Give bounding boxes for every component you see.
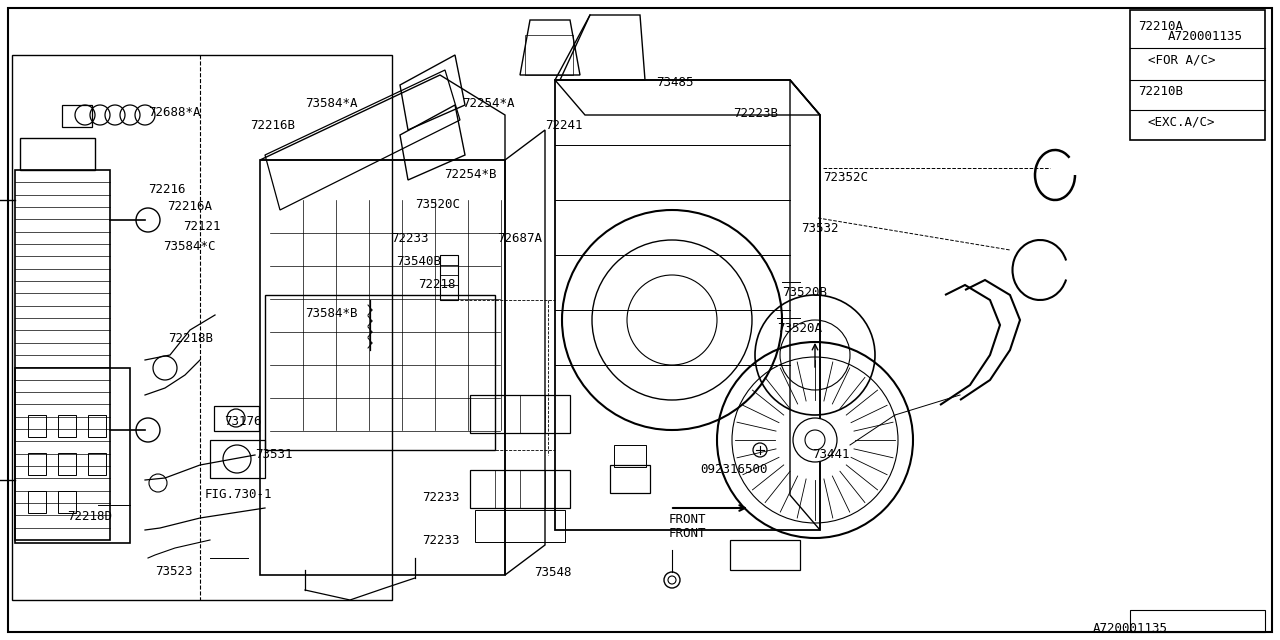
Text: 72233: 72233 [422, 491, 460, 504]
Text: 73176: 73176 [224, 415, 261, 428]
Text: 73540B: 73540B [396, 255, 442, 268]
Text: 72121: 72121 [183, 220, 220, 233]
Bar [470, 470, 570, 508]
Text: 73584*B: 73584*B [305, 307, 357, 320]
Text: 73584*A: 73584*A [305, 97, 357, 110]
Bar [28, 453, 46, 475]
Text: 72210A: 72210A [1138, 20, 1183, 33]
Bar [58, 415, 76, 437]
Bar [28, 491, 46, 513]
Bar [470, 395, 570, 433]
Text: 72688*A: 72688*A [148, 106, 201, 119]
Text: <FOR A/C>: <FOR A/C> [1148, 53, 1216, 66]
Bar [614, 445, 646, 467]
Text: 72233: 72233 [422, 534, 460, 547]
Bar [475, 510, 564, 542]
Text: 72254*B: 72254*B [444, 168, 497, 181]
Text: A720001135: A720001135 [1169, 30, 1243, 43]
Bar [15, 368, 131, 543]
Text: 73520A: 73520A [777, 322, 822, 335]
Text: 72352C: 72352C [823, 171, 868, 184]
Bar [265, 295, 495, 450]
Text: 72233: 72233 [390, 232, 429, 245]
Text: 72216: 72216 [148, 183, 186, 196]
Bar [58, 453, 76, 475]
Text: 092316500: 092316500 [700, 463, 768, 476]
Circle shape [805, 430, 826, 450]
Text: 72218: 72218 [419, 278, 456, 291]
Text: 72687A: 72687A [497, 232, 541, 245]
Text: 72216A: 72216A [166, 200, 212, 213]
Bar [58, 491, 76, 513]
Circle shape [794, 418, 837, 462]
Text: 73584*C: 73584*C [163, 240, 215, 253]
Text: 73532: 73532 [801, 222, 838, 235]
Bar [730, 540, 800, 570]
Text: 72210B: 72210B [1138, 85, 1183, 98]
Text: FRONT: FRONT [669, 527, 707, 540]
Text: 72218B: 72218B [168, 332, 212, 345]
Text: 72241: 72241 [545, 119, 582, 132]
Text: A720001135: A720001135 [1093, 622, 1169, 635]
Text: 73531: 73531 [255, 448, 293, 461]
Bar [15, 170, 110, 540]
Text: 73548: 73548 [534, 566, 571, 579]
Bar [1130, 610, 1265, 632]
Text: 73520B: 73520B [782, 286, 827, 299]
Text: FIG.730-1: FIG.730-1 [205, 488, 273, 501]
Bar [210, 440, 265, 478]
Text: 72223B: 72223B [733, 107, 778, 120]
Bar [440, 255, 458, 300]
Text: <EXC.A/C>: <EXC.A/C> [1148, 115, 1216, 128]
Bar [88, 453, 106, 475]
Text: 73485: 73485 [657, 76, 694, 89]
Text: 73523: 73523 [155, 565, 192, 578]
Text: 72254*A: 72254*A [462, 97, 515, 110]
Text: 73520C: 73520C [415, 198, 460, 211]
Text: FRONT: FRONT [669, 513, 707, 526]
Bar [12, 55, 392, 600]
Bar [525, 35, 573, 75]
Bar [28, 415, 46, 437]
Text: 72216B: 72216B [250, 119, 294, 132]
Bar [88, 415, 106, 437]
Bar [214, 406, 259, 431]
Bar [20, 138, 95, 170]
Text: 72218D: 72218D [67, 510, 113, 523]
Bar [1130, 10, 1265, 140]
Bar [611, 465, 650, 493]
Text: 73441: 73441 [812, 448, 850, 461]
Bar [61, 105, 92, 127]
